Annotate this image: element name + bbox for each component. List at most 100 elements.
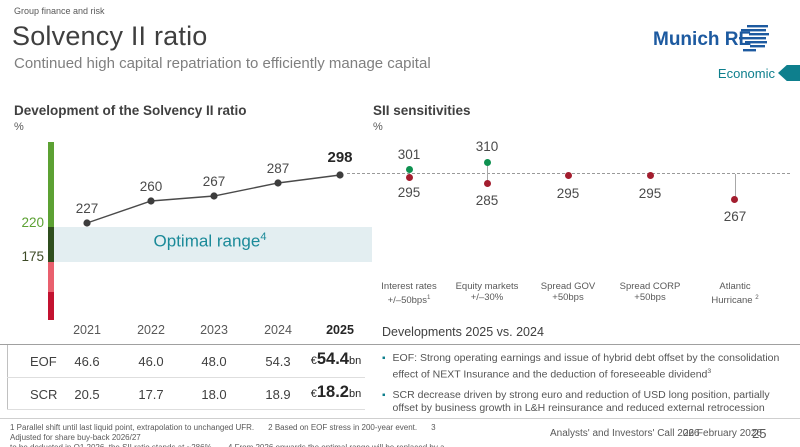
- sens-category-hurricane-line1: Atlantic: [719, 281, 751, 292]
- scr-2021: 20.5: [74, 387, 100, 402]
- sens-category-interest-footnote-ref: 1: [426, 294, 431, 301]
- sens-category-equity-line2: +/–30%: [470, 292, 504, 303]
- axis-bar-pink-red: [48, 262, 54, 292]
- axis-bar-dark-red: [48, 292, 54, 320]
- eof-currency: €: [310, 355, 317, 367]
- year-2024: 2024: [264, 323, 292, 337]
- bullet-eof-footnote-ref: 3: [707, 368, 712, 375]
- dev-chart-title: Development of the Solvency II ratio: [14, 103, 247, 118]
- brand-wordmark: Munich RE: [653, 29, 752, 50]
- footnote-4: 4 From 2026 onwards the optimal range wi…: [10, 443, 445, 447]
- sens-category-equity-line1: Equity markets: [455, 281, 519, 292]
- page-title: Solvency II ratio: [12, 21, 208, 51]
- dev-chart-unit: %: [14, 121, 24, 133]
- sens-down-dot-equity: [484, 180, 491, 187]
- threshold-175-label: 175: [21, 249, 44, 264]
- sens-category-hurricane-text: Hurricane: [711, 295, 753, 307]
- sens-category-interest-stress: +/–50bps: [387, 295, 427, 307]
- sens-down-dot-hurricane: [731, 196, 738, 203]
- sens-category-spread-corp: Spread CORP +50bps: [605, 281, 695, 303]
- eof-unit: bn: [349, 355, 362, 367]
- scr-2022: 17.7: [138, 387, 164, 402]
- sens-down-value-interest: 295: [397, 185, 421, 200]
- eof-2021: 46.6: [74, 354, 100, 369]
- footer-event: Analysts' and Investors' Call 2026: [550, 428, 700, 439]
- munich-re-logo-icon: [737, 24, 769, 59]
- footnote-3a: 3 Adjusted for share buy-back 2026/27: [10, 423, 436, 442]
- scr-2025: €18.2bn: [292, 383, 380, 402]
- sens-category-spread-gov-line2: +50bps: [552, 292, 584, 303]
- bullet-eof-body: EOF: Strong operating earnings and issue…: [392, 352, 780, 381]
- eof-2023: 48.0: [201, 354, 227, 369]
- footer-date: 26 February 2026: [683, 428, 762, 439]
- year-2022: 2022: [137, 323, 165, 337]
- sens-up-dot-equity: [484, 159, 491, 166]
- table-row-label-scr: SCR: [30, 387, 58, 402]
- point-label-2025: 298: [327, 149, 353, 166]
- sens-category-spread-gov-line1: Spread GOV: [540, 281, 596, 292]
- sens-category-spread-gov: Spread GOV +50bps: [523, 281, 613, 303]
- point-label-2024: 287: [266, 161, 290, 176]
- page-subtitle: Continued high capital repatriation to e…: [14, 55, 431, 72]
- bullet-item-eof: ▪ EOF: Strong operating earnings and iss…: [382, 352, 785, 382]
- sens-up-value-interest: 301: [397, 147, 421, 162]
- footer-divider: [0, 418, 800, 419]
- sens-category-hurricane-line2: Hurricane 2: [690, 292, 780, 306]
- threshold-220-label: 220: [21, 215, 44, 230]
- sens-category-hurricane: Atlantic Hurricane 2: [690, 281, 780, 306]
- bullet-text-eof: EOF: Strong operating earnings and issue…: [393, 352, 785, 382]
- bullet-text-scr: SCR decrease driven by strong euro and r…: [393, 389, 785, 415]
- year-2021: 2021: [73, 323, 101, 337]
- sens-down-value-spread-gov: 295: [556, 186, 580, 201]
- sens-down-value-hurricane: 267: [723, 209, 747, 224]
- axis-bar-dark-green: [48, 227, 54, 262]
- sens-down-value-equity: 285: [475, 193, 499, 208]
- footnote-2: 2 Based on EOF stress in 200-year event.: [268, 423, 418, 432]
- sens-category-hurricane-footnote-ref: 2: [755, 294, 759, 301]
- sens-down-value-spread-corp: 295: [638, 186, 662, 201]
- footnote-1: 1 Parallel shift until last liquid point…: [10, 423, 255, 432]
- eof-2024: 54.3: [265, 354, 291, 369]
- scr-currency: €: [310, 388, 317, 400]
- table-top-divider: [0, 344, 800, 345]
- footnote-3b: to be deducted in Q1 2026, the SII ratio…: [10, 443, 214, 447]
- year-2025: 2025: [326, 323, 354, 337]
- sens-category-spread-corp-line2: +50bps: [634, 292, 666, 303]
- sens-up-value-equity: 310: [475, 139, 499, 154]
- eof-2025: €54.4bn: [292, 350, 380, 369]
- sens-down-dot-spread-corp: [647, 172, 654, 179]
- table-row-divider: [7, 377, 365, 378]
- footnotes: 1 Parallel shift until last liquid point…: [10, 423, 450, 447]
- scr-final-value: 18.2: [316, 383, 349, 401]
- bullet-marker-icon: ▪: [382, 353, 386, 364]
- optimal-range-label: Optimal range4: [100, 231, 320, 252]
- sens-category-interest-line1: Interest rates: [381, 281, 437, 292]
- sens-category-interest: Interest rates +/–50bps1: [364, 281, 454, 306]
- sens-unit: %: [373, 121, 383, 133]
- sens-category-spread-corp-line1: Spread CORP: [619, 281, 681, 292]
- developments-bullet-list: ▪ EOF: Strong operating earnings and iss…: [382, 352, 785, 422]
- year-2023: 2023: [200, 323, 228, 337]
- sens-connector-hurricane: [735, 174, 736, 198]
- breadcrumb: Group finance and risk: [14, 6, 105, 16]
- sens-up-dot-interest: [406, 166, 413, 173]
- scr-unit: bn: [349, 388, 362, 400]
- eof-2022: 46.0: [138, 354, 164, 369]
- point-label-2023: 267: [202, 174, 226, 189]
- optimal-range-text: Optimal range: [153, 231, 261, 251]
- sens-down-dot-interest: [406, 174, 413, 181]
- sens-down-dot-spread-gov: [565, 172, 572, 179]
- point-label-2021: 227: [75, 201, 99, 216]
- sens-connector-equity: [487, 163, 488, 184]
- bullet-item-scr: ▪ SCR decrease driven by strong euro and…: [382, 389, 785, 415]
- optimal-range-band: [54, 227, 372, 262]
- sens-category-interest-line2: +/–50bps1: [364, 292, 454, 306]
- footnote-line-1: 1 Parallel shift until last liquid point…: [10, 423, 450, 443]
- table-row-label-eof: EOF: [30, 354, 57, 369]
- axis-bar-green: [48, 142, 54, 227]
- eof-final-value: 54.4: [316, 350, 349, 368]
- bullet-scr-body: SCR decrease driven by strong euro and r…: [392, 388, 770, 414]
- page-number: 25: [752, 426, 767, 441]
